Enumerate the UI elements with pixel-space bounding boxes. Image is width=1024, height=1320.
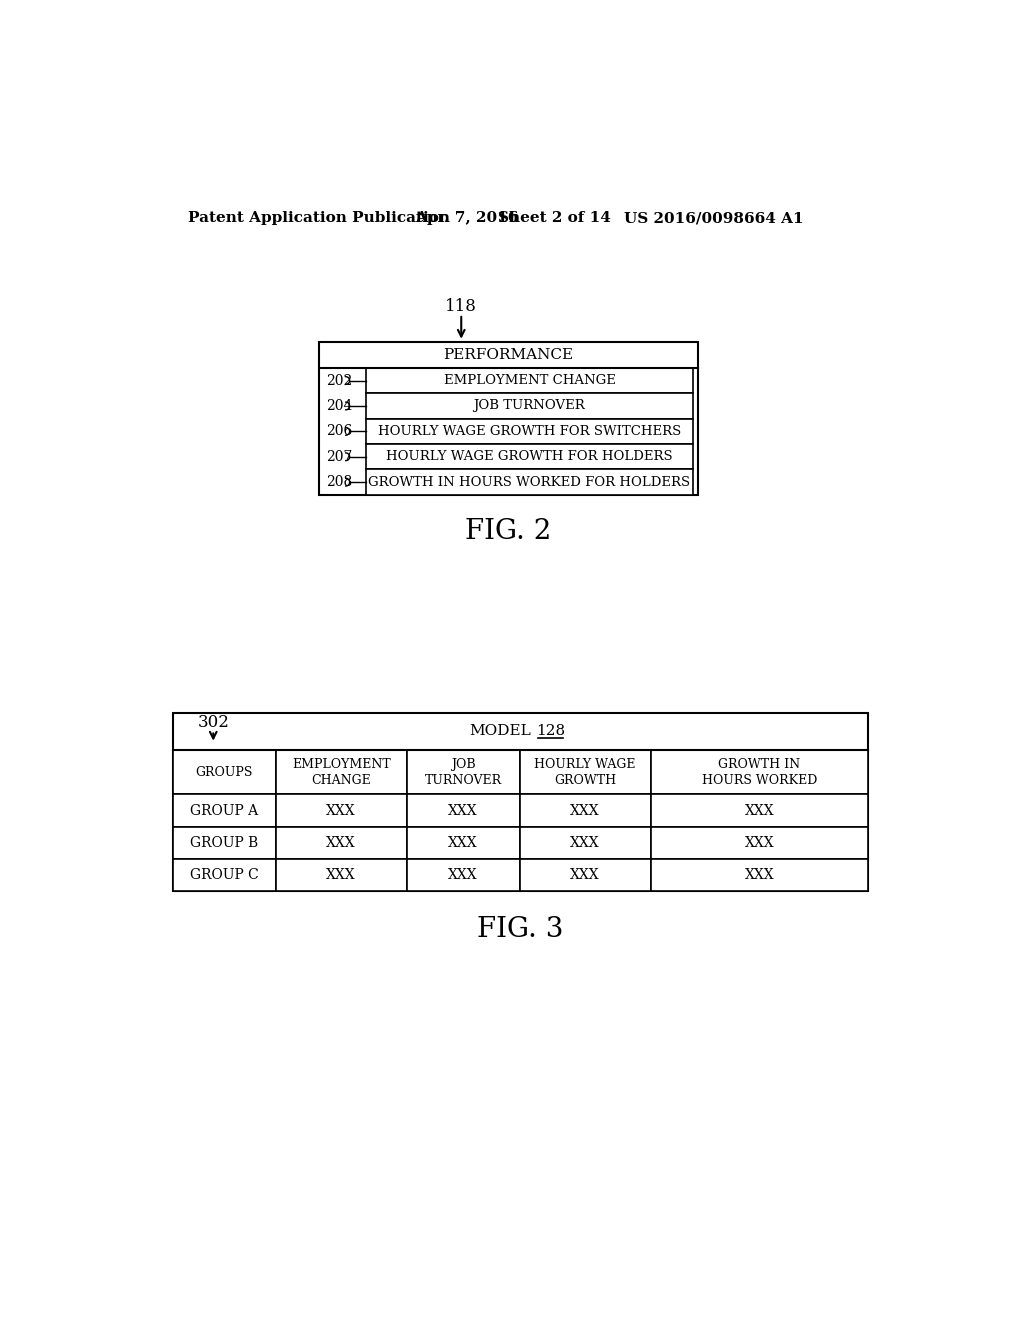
Bar xyxy=(407,750,520,795)
Bar xyxy=(366,368,693,393)
Bar xyxy=(650,826,868,859)
Bar xyxy=(275,795,407,826)
Text: GROUP A: GROUP A xyxy=(190,804,258,817)
Text: FIG. 2: FIG. 2 xyxy=(465,519,552,545)
Bar xyxy=(366,470,693,495)
Text: GROUP B: GROUP B xyxy=(190,836,258,850)
Text: Sheet 2 of 14: Sheet 2 of 14 xyxy=(499,211,611,226)
Text: 302: 302 xyxy=(198,714,229,731)
Bar xyxy=(366,393,693,418)
Text: HOURLY WAGE GROWTH FOR HOLDERS: HOURLY WAGE GROWTH FOR HOLDERS xyxy=(386,450,673,463)
Text: FIG. 3: FIG. 3 xyxy=(477,916,564,944)
Text: 118: 118 xyxy=(445,298,477,314)
Bar xyxy=(366,444,693,470)
Bar xyxy=(173,750,275,795)
Text: XXX: XXX xyxy=(570,804,600,817)
Text: 202: 202 xyxy=(326,374,352,388)
Text: 204: 204 xyxy=(326,399,352,413)
Text: US 2016/0098664 A1: US 2016/0098664 A1 xyxy=(624,211,804,226)
Text: 128: 128 xyxy=(536,725,565,738)
Text: GROUPS: GROUPS xyxy=(196,766,253,779)
Text: XXX: XXX xyxy=(570,869,600,882)
Text: HOURLY WAGE
GROWTH: HOURLY WAGE GROWTH xyxy=(535,758,636,787)
Bar xyxy=(275,859,407,891)
Text: XXX: XXX xyxy=(744,836,774,850)
Text: MODEL: MODEL xyxy=(469,725,530,738)
Text: GROWTH IN HOURS WORKED FOR HOLDERS: GROWTH IN HOURS WORKED FOR HOLDERS xyxy=(369,475,690,488)
Bar xyxy=(275,750,407,795)
Bar xyxy=(173,713,868,891)
Text: JOB
TURNOVER: JOB TURNOVER xyxy=(425,758,502,787)
Bar xyxy=(173,859,275,891)
Text: XXX: XXX xyxy=(327,836,356,850)
Bar xyxy=(319,342,697,495)
Text: Apr. 7, 2016: Apr. 7, 2016 xyxy=(415,211,518,226)
Text: XXX: XXX xyxy=(744,804,774,817)
Text: XXX: XXX xyxy=(327,869,356,882)
Bar xyxy=(650,750,868,795)
Text: 206: 206 xyxy=(326,424,352,438)
Text: EMPLOYMENT
CHANGE: EMPLOYMENT CHANGE xyxy=(292,758,390,787)
Bar xyxy=(407,859,520,891)
Bar xyxy=(173,826,275,859)
Bar xyxy=(650,859,868,891)
Bar xyxy=(407,826,520,859)
Text: 207: 207 xyxy=(326,450,352,463)
Bar xyxy=(520,795,650,826)
Text: Patent Application Publication: Patent Application Publication xyxy=(188,211,451,226)
Text: XXX: XXX xyxy=(449,836,478,850)
Text: XXX: XXX xyxy=(744,869,774,882)
Bar xyxy=(275,826,407,859)
Text: GROWTH IN
HOURS WORKED: GROWTH IN HOURS WORKED xyxy=(701,758,817,787)
Text: EMPLOYMENT CHANGE: EMPLOYMENT CHANGE xyxy=(443,374,615,387)
Bar xyxy=(407,795,520,826)
Text: 208: 208 xyxy=(326,475,352,490)
Bar xyxy=(520,859,650,891)
Text: XXX: XXX xyxy=(449,869,478,882)
Bar xyxy=(366,418,693,444)
Bar xyxy=(650,795,868,826)
Text: HOURLY WAGE GROWTH FOR SWITCHERS: HOURLY WAGE GROWTH FOR SWITCHERS xyxy=(378,425,681,438)
Bar xyxy=(520,750,650,795)
Text: XXX: XXX xyxy=(327,804,356,817)
Bar xyxy=(173,795,275,826)
Text: GROUP C: GROUP C xyxy=(190,869,259,882)
Text: XXX: XXX xyxy=(449,804,478,817)
Text: JOB TURNOVER: JOB TURNOVER xyxy=(473,400,586,412)
Bar xyxy=(520,826,650,859)
Text: PERFORMANCE: PERFORMANCE xyxy=(443,347,573,362)
Text: XXX: XXX xyxy=(570,836,600,850)
